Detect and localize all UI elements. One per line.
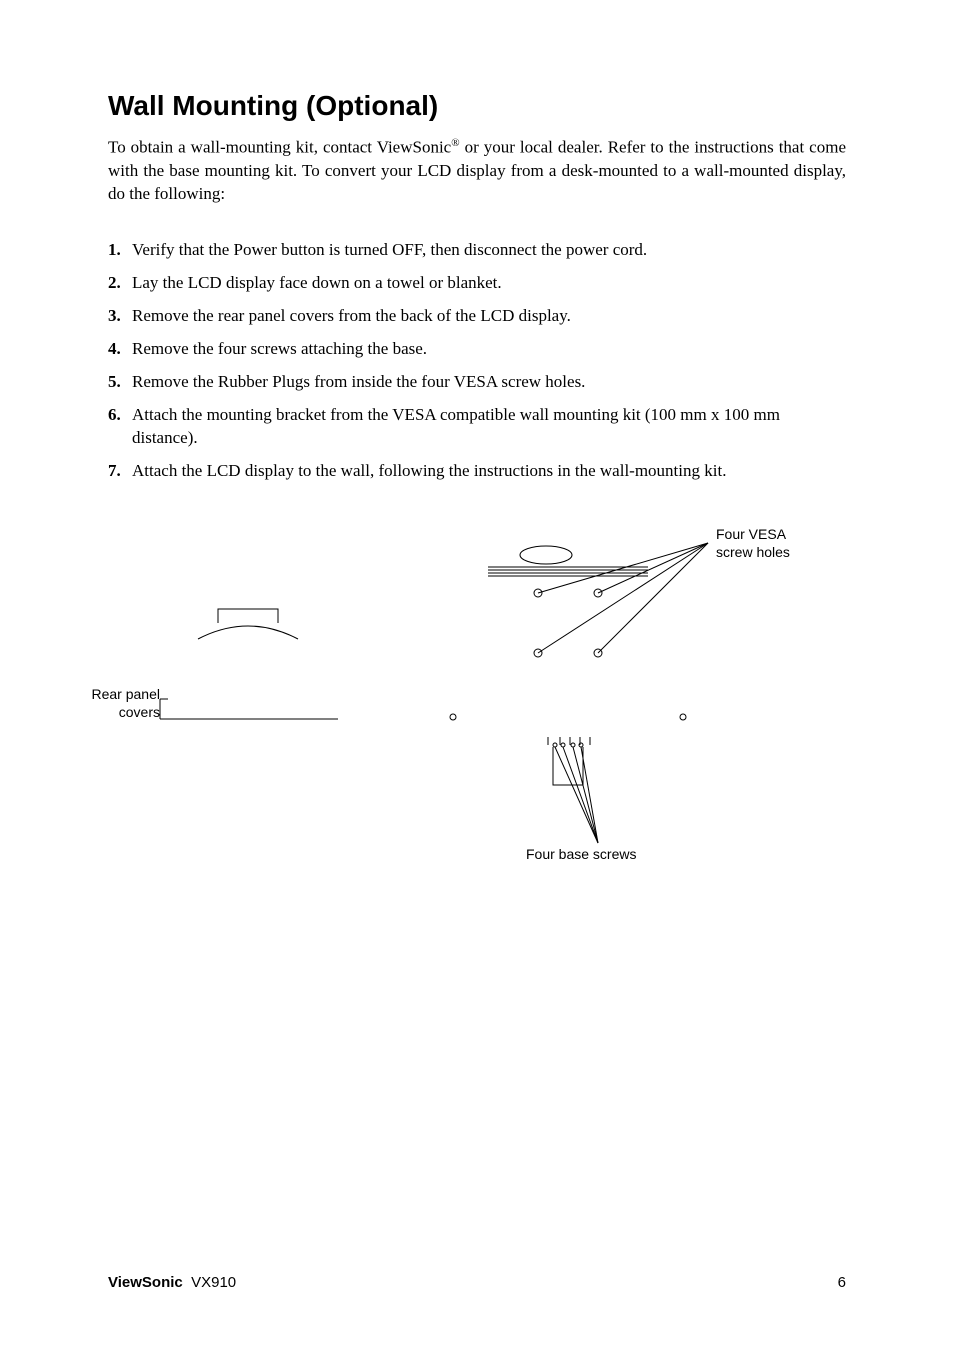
diagram-svg	[108, 513, 848, 873]
step-number: 2.	[108, 272, 132, 295]
label-base-screws: Four base screws	[526, 845, 636, 863]
step-number: 7.	[108, 460, 132, 483]
footer-page-number: 6	[838, 1274, 846, 1291]
footer-model: VX910	[191, 1274, 236, 1291]
steps-list: 1.Verify that the Power button is turned…	[108, 239, 846, 483]
step-item: 7.Attach the LCD display to the wall, fo…	[108, 460, 846, 483]
step-item: 5.Remove the Rubber Plugs from inside th…	[108, 371, 846, 394]
intro-paragraph: To obtain a wall-mounting kit, contact V…	[108, 136, 846, 205]
step-number: 5.	[108, 371, 132, 394]
label-rear-line1: Rear panel	[92, 686, 161, 702]
step-item: 3.Remove the rear panel covers from the …	[108, 305, 846, 328]
page-heading: Wall Mounting (Optional)	[108, 90, 846, 122]
label-rear-covers: Rear panel covers	[80, 685, 160, 721]
step-number: 6.	[108, 404, 132, 450]
label-vesa-holes: Four VESA screw holes	[716, 525, 790, 561]
step-text: Remove the Rubber Plugs from inside the …	[132, 371, 846, 394]
step-number: 1.	[108, 239, 132, 262]
step-item: 4.Remove the four screws attaching the b…	[108, 338, 846, 361]
step-item: 6.Attach the mounting bracket from the V…	[108, 404, 846, 450]
intro-pre: To obtain a wall-mounting kit, contact V…	[108, 138, 451, 157]
step-number: 4.	[108, 338, 132, 361]
step-text: Attach the mounting bracket from the VES…	[132, 404, 846, 450]
step-item: 1.Verify that the Power button is turned…	[108, 239, 846, 262]
step-text: Lay the LCD display face down on a towel…	[132, 272, 846, 295]
page-footer: ViewSonic VX910 6	[108, 1274, 846, 1291]
step-text: Verify that the Power button is turned O…	[132, 239, 846, 262]
step-text: Remove the rear panel covers from the ba…	[132, 305, 846, 328]
label-vesa-line2: screw holes	[716, 544, 790, 560]
diagram: Four VESA screw holes Rear panel covers …	[108, 513, 846, 873]
label-vesa-line1: Four VESA	[716, 526, 786, 542]
registered-mark: ®	[451, 137, 459, 149]
footer-left: ViewSonic VX910	[108, 1274, 236, 1291]
label-rear-line2: covers	[119, 704, 160, 720]
step-item: 2.Lay the LCD display face down on a tow…	[108, 272, 846, 295]
footer-brand: ViewSonic	[108, 1274, 183, 1291]
step-number: 3.	[108, 305, 132, 328]
step-text: Attach the LCD display to the wall, foll…	[132, 460, 846, 483]
step-text: Remove the four screws attaching the bas…	[132, 338, 846, 361]
